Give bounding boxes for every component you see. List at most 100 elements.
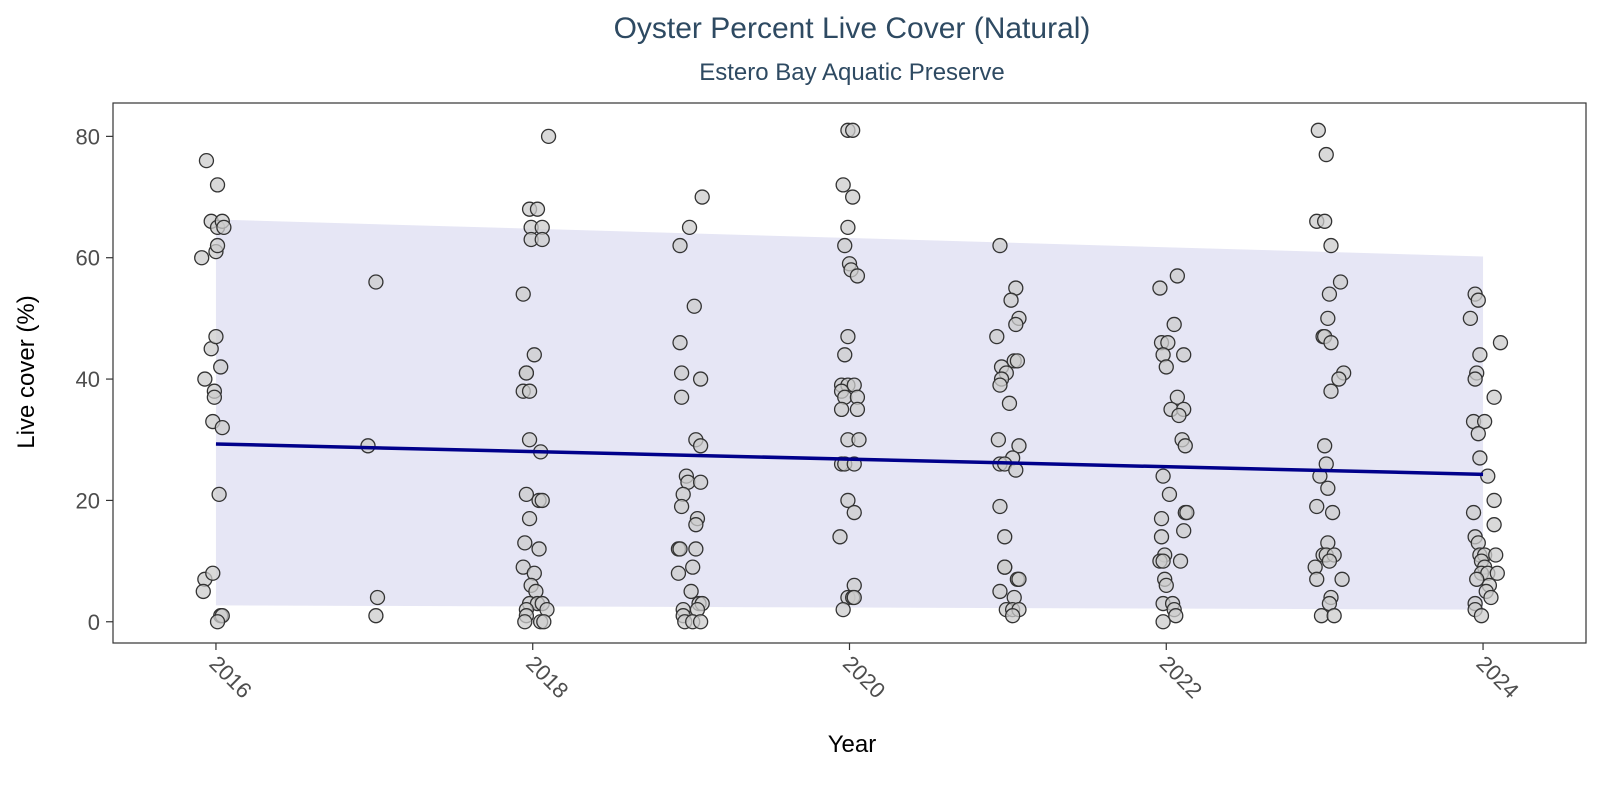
- data-point: [517, 535, 533, 551]
- data-point: [1321, 553, 1338, 569]
- data-point: [833, 401, 850, 418]
- data-point: [1488, 547, 1504, 563]
- data-point: [1309, 571, 1325, 587]
- data-point: [1176, 347, 1192, 363]
- data-point: [1321, 286, 1338, 302]
- data-point: [1334, 571, 1350, 587]
- data-point: [521, 510, 538, 527]
- data-point: [840, 328, 856, 345]
- data-point: [1177, 438, 1193, 454]
- data-points-layer: [194, 122, 1509, 630]
- data-point: [1309, 498, 1325, 515]
- data-point: [694, 189, 710, 205]
- data-point: [992, 583, 1008, 600]
- data-point: [216, 219, 232, 236]
- data-point: [213, 359, 229, 375]
- data-point: [1469, 571, 1485, 587]
- data-point: [683, 583, 699, 600]
- data-point: [1473, 608, 1490, 624]
- data-point: [1480, 468, 1496, 484]
- data-point: [531, 541, 547, 557]
- data-point: [1153, 510, 1170, 527]
- x-axis: 2016 2018 2020 2022 2024: [204, 643, 1524, 703]
- data-point: [686, 298, 702, 314]
- data-point: [209, 177, 226, 193]
- data-point: [194, 250, 210, 266]
- data-point: [1472, 347, 1488, 363]
- data-point: [1001, 395, 1018, 411]
- y-tick-label: 80: [76, 124, 100, 149]
- data-point: [1176, 523, 1192, 539]
- data-point: [1486, 492, 1502, 509]
- data-point: [849, 401, 866, 418]
- data-point: [1166, 316, 1182, 333]
- data-point: [518, 365, 535, 381]
- data-point: [1008, 316, 1024, 333]
- data-point: [208, 328, 224, 345]
- data-point: [692, 474, 709, 490]
- y-tick-label: 40: [76, 367, 100, 392]
- y-tick-label: 20: [76, 488, 100, 513]
- data-point: [1158, 577, 1174, 594]
- data-point: [1470, 426, 1486, 442]
- data-point: [692, 438, 709, 454]
- data-point: [990, 432, 1007, 448]
- data-point: [1320, 480, 1336, 496]
- data-point: [692, 614, 709, 630]
- data-point: [1492, 335, 1509, 351]
- x-tick-label: 2016: [204, 651, 256, 703]
- data-point: [1155, 553, 1171, 569]
- trend-line-layer: [215, 442, 1484, 477]
- data-point: [840, 492, 856, 509]
- data-point: [673, 389, 690, 405]
- data-point: [368, 274, 384, 290]
- data-point: [368, 608, 384, 624]
- data-point: [673, 498, 690, 515]
- x-tick-label: 2024: [1472, 651, 1524, 703]
- data-point: [1324, 504, 1341, 521]
- data-point: [1008, 462, 1024, 478]
- y-tick-label: 0: [88, 610, 100, 635]
- data-point: [1465, 504, 1482, 521]
- data-point: [540, 128, 557, 145]
- data-point: [992, 498, 1008, 515]
- data-point: [1486, 517, 1502, 533]
- data-point: [1172, 553, 1189, 569]
- data-point: [1483, 589, 1499, 606]
- trend-line: [215, 442, 1484, 477]
- data-point: [1169, 389, 1186, 405]
- confidence-ribbon: [215, 219, 1484, 610]
- data-point: [835, 601, 851, 618]
- data-point: [1004, 608, 1021, 624]
- data-point: [1462, 310, 1479, 327]
- data-point: [1318, 146, 1334, 163]
- chart-title: Oyster Percent Live Cover (Natural): [614, 12, 1091, 45]
- data-point: [517, 614, 533, 630]
- data-point: [681, 219, 698, 236]
- data-point: [518, 486, 535, 502]
- data-point: [1171, 407, 1187, 424]
- data-point: [1489, 565, 1505, 581]
- data-point: [521, 432, 538, 448]
- data-point: [1472, 450, 1488, 466]
- data-point: [672, 237, 688, 254]
- data-point: [997, 529, 1013, 545]
- data-point: [1152, 280, 1168, 296]
- data-point: [845, 122, 861, 138]
- data-point: [1011, 438, 1027, 454]
- x-tick-label: 2018: [521, 651, 573, 703]
- data-point: [1155, 614, 1171, 630]
- data-point: [1476, 413, 1493, 430]
- data-point: [369, 589, 386, 606]
- data-point: [534, 231, 550, 248]
- data-point: [1332, 274, 1349, 290]
- data-point: [1486, 389, 1502, 405]
- x-tick-label: 2020: [838, 651, 890, 703]
- data-point: [851, 432, 867, 448]
- data-point: [1161, 486, 1178, 502]
- data-point: [209, 237, 226, 254]
- data-point: [1326, 608, 1342, 624]
- y-axis-title: Live cover (%): [13, 295, 40, 448]
